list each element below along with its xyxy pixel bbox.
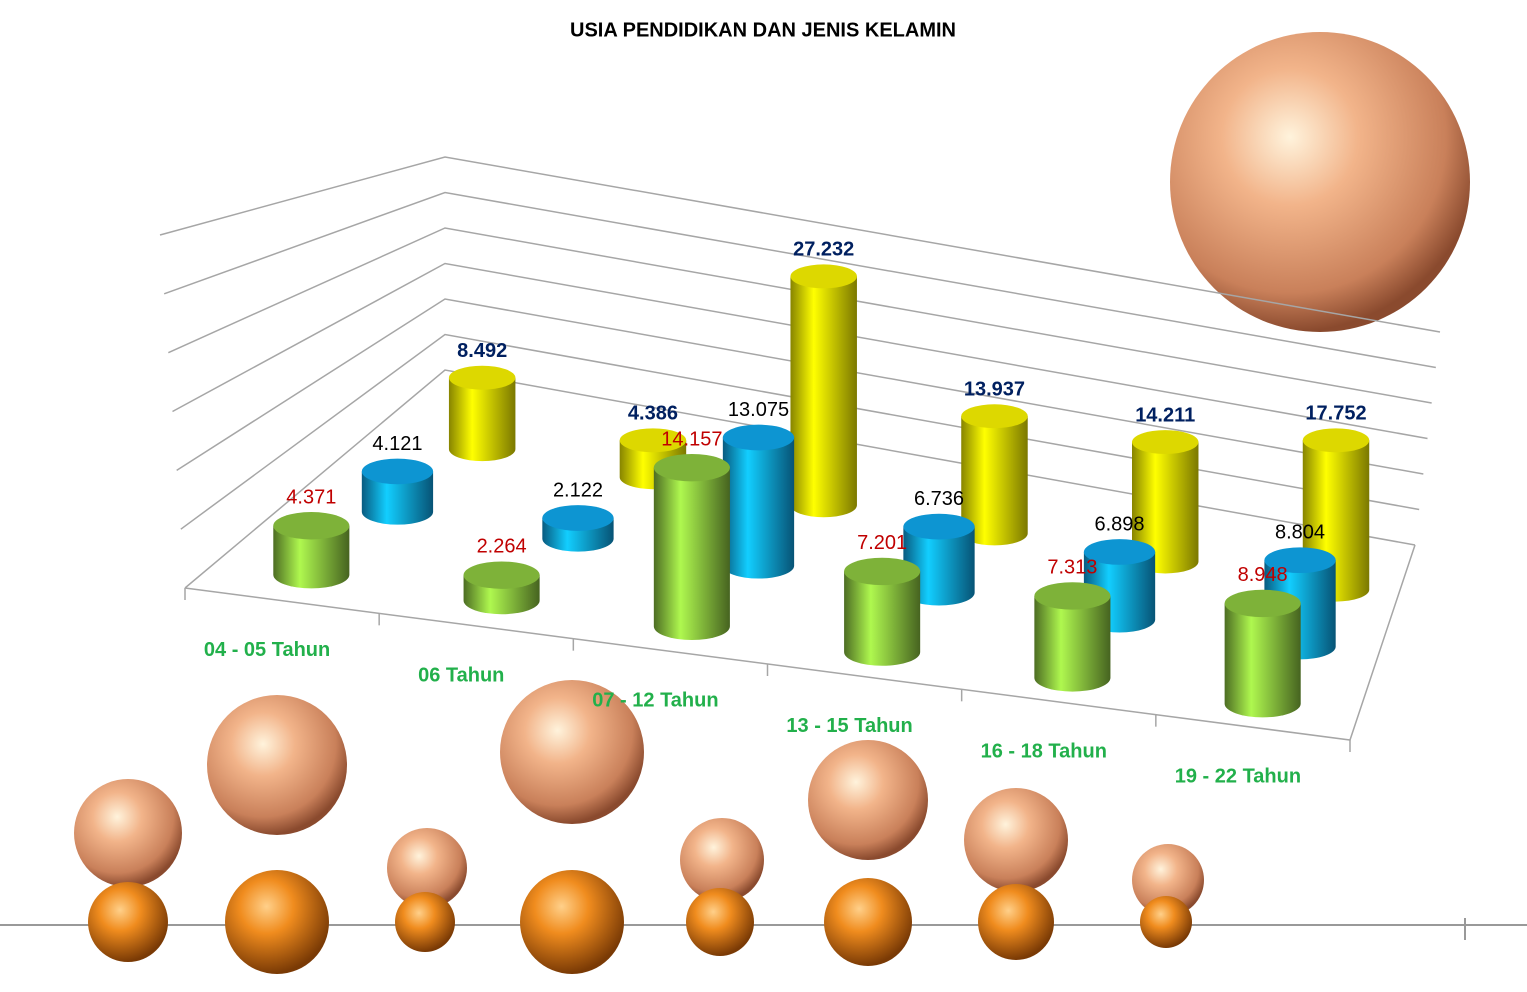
cylinder-body xyxy=(1224,603,1301,718)
cylinder-body xyxy=(790,276,857,518)
cylinder-top xyxy=(361,458,434,485)
cylinder-top xyxy=(448,365,516,390)
grid-line xyxy=(184,369,1416,589)
cylinder-body xyxy=(361,471,434,525)
x-tick-label: 16 - 18 Tahun xyxy=(981,740,1107,762)
value-label: 27.232 xyxy=(793,239,854,261)
cylinder-top xyxy=(463,561,540,589)
cylinder-body xyxy=(844,571,921,666)
value-label: 4.386 xyxy=(628,403,678,425)
value-label: 14.211 xyxy=(1135,404,1195,426)
cylinder xyxy=(1224,589,1301,718)
grid-line xyxy=(180,333,1420,530)
cylinder-top xyxy=(903,513,975,540)
cylinder-top xyxy=(844,557,921,586)
value-label: 13.937 xyxy=(964,379,1025,401)
cylinder-top xyxy=(1302,428,1370,453)
cylinder xyxy=(463,561,540,615)
grid-line xyxy=(159,156,1441,333)
value-label: 6.736 xyxy=(914,488,964,510)
cylinder-top xyxy=(1083,539,1156,565)
cylinder-top xyxy=(1224,589,1301,618)
cylinder-top xyxy=(273,512,350,540)
cylinder-top xyxy=(1034,582,1111,610)
value-label: 17.752 xyxy=(1305,403,1366,425)
cylinder-top xyxy=(542,505,614,531)
cylinder-top xyxy=(1132,430,1199,455)
value-label: 13.075 xyxy=(728,399,789,421)
value-label: 4.371 xyxy=(286,486,336,508)
cylinder xyxy=(961,404,1028,546)
cylinder xyxy=(542,505,614,552)
cylinder-body xyxy=(903,526,975,606)
value-label: 7.201 xyxy=(857,532,907,554)
x-tick-label: 04 - 05 Tahun xyxy=(204,639,330,661)
cylinder-body xyxy=(961,416,1028,546)
cylinder-top xyxy=(653,453,730,482)
cylinder-top xyxy=(619,428,687,453)
cylinder xyxy=(653,453,730,641)
cylinder xyxy=(448,365,516,462)
cylinder xyxy=(273,512,350,589)
cylinder-top xyxy=(722,424,795,451)
cylinder-body xyxy=(273,525,350,589)
value-label: 2.122 xyxy=(553,479,603,501)
value-label: 14.157 xyxy=(661,428,722,450)
cylinder xyxy=(790,264,857,518)
value-label: 6.898 xyxy=(1094,513,1144,535)
cylinder-body xyxy=(1132,442,1199,574)
value-label: 4.121 xyxy=(372,433,422,455)
cylinder xyxy=(722,424,795,579)
cylinder xyxy=(361,458,434,525)
grid-line xyxy=(172,262,1428,440)
value-label: 8.948 xyxy=(1238,564,1288,586)
cylinder-top xyxy=(790,264,857,289)
cylinder xyxy=(844,557,921,666)
cylinder-body xyxy=(448,377,516,462)
cylinder xyxy=(1034,582,1111,692)
x-tick-label: 13 - 15 Tahun xyxy=(786,715,912,737)
cylinder xyxy=(1132,430,1199,574)
grid-line xyxy=(163,191,1436,369)
cylinder-top xyxy=(961,404,1028,429)
cylinder-top xyxy=(1264,547,1336,574)
x-tick-label: 06 Tahun xyxy=(418,664,504,686)
x-tick-label: 07 - 12 Tahun xyxy=(592,690,718,712)
grid-line xyxy=(176,298,1424,475)
chart-title: USIA PENDIDIKAN DAN JENIS KELAMIN xyxy=(570,19,956,41)
x-tick-label: 19 - 22 Tahun xyxy=(1175,766,1301,788)
cylinder xyxy=(903,513,975,606)
value-label: 2.264 xyxy=(477,536,527,558)
value-label: 7.313 xyxy=(1047,557,1097,579)
cylinder-body xyxy=(722,437,795,579)
cylinder-body xyxy=(1034,595,1111,692)
decoration xyxy=(0,32,1527,974)
value-label: 8.804 xyxy=(1275,522,1325,544)
cylinder-body xyxy=(653,467,730,641)
value-label: 8.492 xyxy=(457,340,507,362)
grid-line xyxy=(168,227,1432,404)
